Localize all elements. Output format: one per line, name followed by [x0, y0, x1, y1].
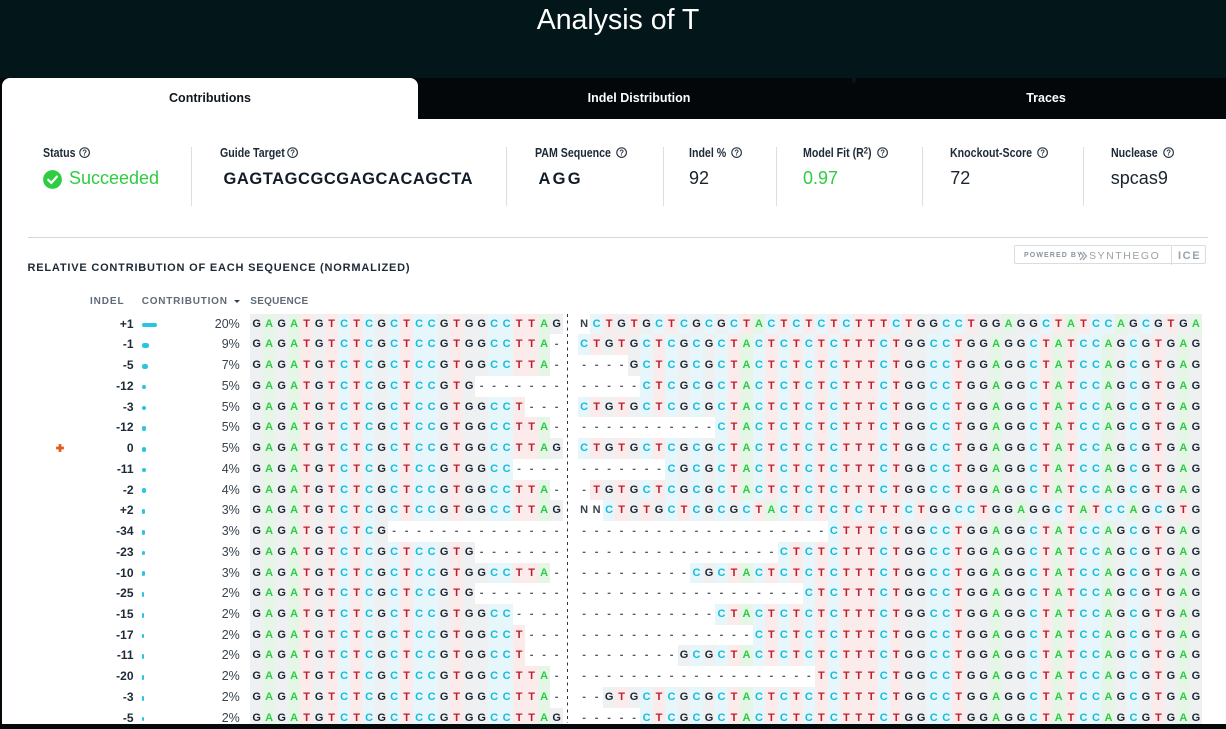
svg-text:?: ?: [82, 149, 87, 158]
svg-text:?: ?: [734, 149, 739, 158]
svg-text:?: ?: [1040, 149, 1045, 158]
svg-text:?: ?: [881, 149, 886, 158]
svg-text:?: ?: [291, 149, 296, 158]
svg-text:?: ?: [619, 149, 624, 158]
svg-text:?: ?: [1167, 149, 1172, 158]
